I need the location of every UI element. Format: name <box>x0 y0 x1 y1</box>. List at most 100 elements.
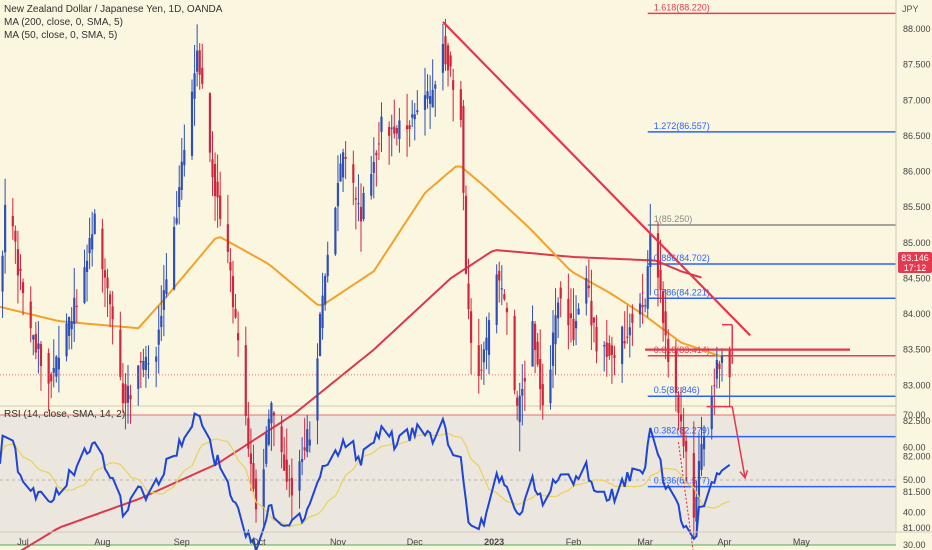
candle-body <box>572 318 575 341</box>
candle-body <box>341 152 345 178</box>
candle-body <box>585 278 588 304</box>
candle-body <box>308 439 311 446</box>
candle-body <box>697 460 701 499</box>
fibonacci-retracement[interactable]: 1.618(88.220) 1.272(86.557) 1(85.250) 0.886… <box>246 2 896 550</box>
price-tick-label: 83.500 <box>903 345 931 355</box>
candle-body <box>431 89 434 108</box>
candle-body <box>649 232 652 268</box>
price-tick-label: 85.000 <box>903 238 931 248</box>
price-tick-label: 86.000 <box>903 167 931 177</box>
candle-body <box>65 323 68 357</box>
candle-body <box>196 50 199 72</box>
candle-body <box>539 359 542 390</box>
candle-body <box>503 294 506 300</box>
candle-body <box>208 93 212 153</box>
candle-body <box>423 95 427 110</box>
candle-body <box>272 412 276 416</box>
candle-body <box>623 341 626 344</box>
candle-body <box>720 355 724 363</box>
candle-body <box>485 337 488 351</box>
currency-label: JPY <box>902 4 919 14</box>
candle-body <box>249 453 253 464</box>
drawings[interactable] <box>0 21 896 550</box>
candle-body <box>111 306 114 320</box>
time-tick-label: Jul <box>17 537 29 547</box>
candle-body <box>613 355 616 359</box>
fib-level-label: 1.618(88.220) <box>654 2 710 12</box>
candle-body <box>85 260 89 272</box>
time-tick-label: Mar <box>637 537 653 547</box>
candle-body <box>137 365 140 389</box>
candle-body <box>234 308 237 318</box>
candle-body <box>160 315 163 328</box>
candle-body <box>316 358 319 421</box>
candle-body <box>480 369 483 371</box>
candle-body <box>513 315 516 391</box>
rsi-tick-label: 30.00 <box>903 540 926 550</box>
candle-body <box>464 195 468 274</box>
candle-body <box>467 283 470 310</box>
candle-body <box>285 459 288 482</box>
candle-body <box>718 363 721 369</box>
candle-body <box>52 367 55 373</box>
candle-body <box>213 163 217 197</box>
candle-body <box>677 394 680 414</box>
candle-body <box>559 287 562 299</box>
candle-body <box>405 125 409 130</box>
candle-body <box>57 357 60 370</box>
candle-body <box>434 84 437 89</box>
candle-body <box>334 207 337 255</box>
candle-body <box>521 388 524 396</box>
candle-body <box>557 302 560 319</box>
candle-body <box>359 206 363 222</box>
candle-body <box>429 95 432 104</box>
candle-body <box>11 215 14 227</box>
price-tick-label: 84.500 <box>903 273 931 283</box>
candle-body <box>659 269 662 290</box>
candle-body <box>408 125 411 129</box>
candle-body <box>656 233 660 278</box>
candle-body <box>477 345 480 376</box>
candle-body <box>728 348 731 378</box>
candle-body <box>75 305 78 308</box>
fib-level-label: 0.382(82.279) <box>654 426 710 436</box>
price-tick-label: 81.000 <box>903 523 931 533</box>
candle-body <box>155 356 158 362</box>
candle-body <box>1 255 4 292</box>
candle-body <box>370 174 373 196</box>
candle-body <box>283 454 286 471</box>
price-axis[interactable]: 88.000 87.500 87.000 86.500 86.000 85.500 85.0… <box>895 0 931 550</box>
candle-body <box>595 326 598 352</box>
candle-body <box>638 303 642 315</box>
candle-body <box>626 336 629 338</box>
candle-body <box>103 270 107 278</box>
rsi-line <box>0 411 731 550</box>
candle-body <box>551 332 555 366</box>
candle-body <box>390 127 393 129</box>
candle-body <box>523 377 526 382</box>
candle-body <box>190 91 194 156</box>
candle-body <box>298 461 301 491</box>
rsi-tick-label: 70.00 <box>903 410 926 420</box>
candle-body <box>715 359 718 379</box>
candle-body <box>662 290 665 323</box>
candle-body <box>469 311 473 343</box>
time-tick-label: Oct <box>252 537 267 547</box>
candle-body <box>280 426 283 453</box>
candle-body <box>462 106 465 193</box>
candle-body <box>344 156 347 159</box>
candle-body <box>124 384 127 404</box>
candle-body <box>129 395 132 400</box>
candle-body <box>16 249 20 276</box>
candle-body <box>375 152 378 156</box>
time-tick-label: 2023 <box>484 537 504 547</box>
fib-level-label: 0.786(84.221) <box>654 287 710 297</box>
candle-body <box>157 329 160 345</box>
candle-body <box>631 313 634 323</box>
price-tick-label: 88.000 <box>903 24 931 34</box>
candle-body <box>183 149 186 166</box>
candle-body <box>193 73 196 99</box>
candle-body <box>644 305 647 307</box>
time-axis[interactable]: Jul Aug Sep Oct Nov Dec 2023 Feb Mar Apr May <box>0 531 932 547</box>
